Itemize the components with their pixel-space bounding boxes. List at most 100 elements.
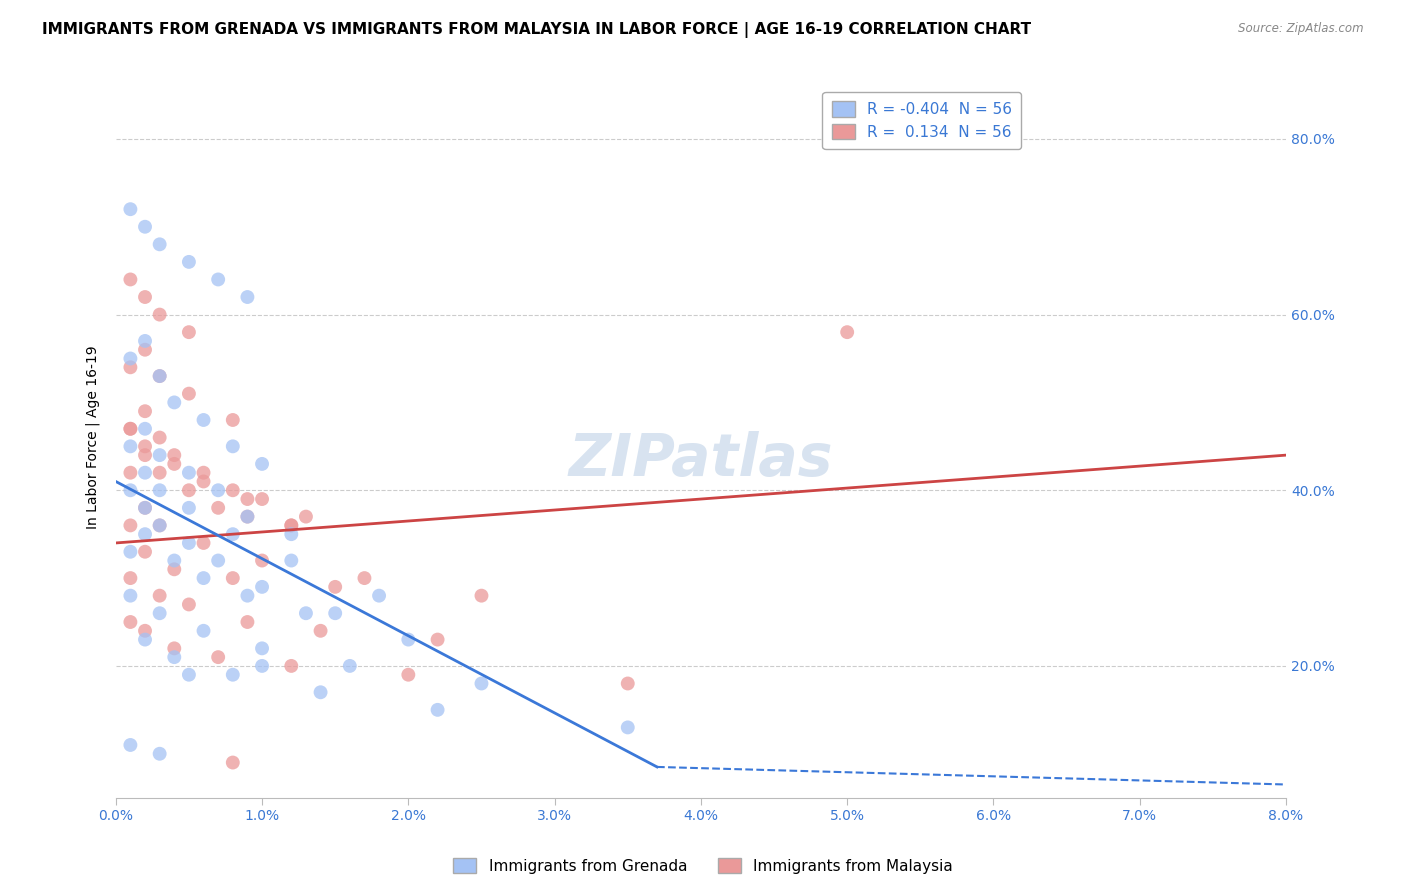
Point — [149, 369, 172, 384]
Point — [163, 448, 186, 462]
Point — [295, 509, 318, 524]
Point — [236, 509, 259, 524]
Point — [207, 650, 229, 665]
Point — [353, 571, 375, 585]
Text: Source: ZipAtlas.com: Source: ZipAtlas.com — [1239, 22, 1364, 36]
Point — [250, 553, 273, 567]
Point — [280, 527, 302, 541]
Point — [120, 615, 142, 629]
Point — [134, 334, 156, 348]
Point — [120, 483, 142, 498]
Point — [837, 325, 859, 339]
Text: IMMIGRANTS FROM GRENADA VS IMMIGRANTS FROM MALAYSIA IN LABOR FORCE | AGE 16-19 C: IMMIGRANTS FROM GRENADA VS IMMIGRANTS FR… — [42, 22, 1032, 38]
Point — [396, 667, 419, 681]
Point — [323, 580, 346, 594]
Point — [149, 369, 172, 384]
Point — [309, 685, 332, 699]
Point — [120, 589, 142, 603]
Point — [616, 676, 638, 690]
Point — [236, 290, 259, 304]
Point — [236, 491, 259, 506]
Point — [309, 624, 332, 638]
Point — [236, 589, 259, 603]
Point — [426, 703, 449, 717]
Point — [470, 589, 492, 603]
Point — [250, 580, 273, 594]
Point — [149, 483, 172, 498]
Point — [134, 500, 156, 515]
Point — [149, 448, 172, 462]
Legend: Immigrants from Grenada, Immigrants from Malaysia: Immigrants from Grenada, Immigrants from… — [447, 852, 959, 880]
Point — [323, 606, 346, 620]
Point — [134, 343, 156, 357]
Point — [339, 659, 361, 673]
Point — [163, 562, 186, 576]
Point — [236, 615, 259, 629]
Point — [193, 624, 215, 638]
Point — [163, 395, 186, 409]
Point — [120, 545, 142, 559]
Point — [280, 518, 302, 533]
Point — [280, 659, 302, 673]
Legend: R = -0.404  N = 56, R =  0.134  N = 56: R = -0.404 N = 56, R = 0.134 N = 56 — [823, 92, 1021, 149]
Point — [149, 747, 172, 761]
Point — [134, 466, 156, 480]
Point — [163, 553, 186, 567]
Point — [149, 308, 172, 322]
Point — [134, 624, 156, 638]
Point — [616, 720, 638, 734]
Point — [250, 641, 273, 656]
Point — [163, 457, 186, 471]
Point — [134, 632, 156, 647]
Point — [236, 509, 259, 524]
Point — [426, 632, 449, 647]
Point — [163, 650, 186, 665]
Point — [396, 632, 419, 647]
Point — [134, 545, 156, 559]
Point — [134, 404, 156, 418]
Point — [149, 589, 172, 603]
Point — [250, 457, 273, 471]
Point — [222, 527, 245, 541]
Point — [177, 536, 200, 550]
Point — [120, 571, 142, 585]
Point — [163, 641, 186, 656]
Point — [222, 439, 245, 453]
Point — [177, 386, 200, 401]
Point — [177, 598, 200, 612]
Point — [120, 738, 142, 752]
Point — [149, 466, 172, 480]
Point — [177, 500, 200, 515]
Point — [149, 237, 172, 252]
Point — [177, 466, 200, 480]
Point — [149, 606, 172, 620]
Point — [222, 413, 245, 427]
Point — [207, 553, 229, 567]
Point — [149, 431, 172, 445]
Point — [295, 606, 318, 620]
Point — [134, 500, 156, 515]
Point — [207, 500, 229, 515]
Text: ZIPatlas: ZIPatlas — [568, 431, 834, 488]
Point — [222, 571, 245, 585]
Point — [120, 422, 142, 436]
Point — [120, 518, 142, 533]
Point — [120, 351, 142, 366]
Point — [134, 219, 156, 234]
Point — [134, 290, 156, 304]
Point — [120, 466, 142, 480]
Point — [134, 448, 156, 462]
Point — [193, 536, 215, 550]
Point — [134, 422, 156, 436]
Point — [470, 676, 492, 690]
Point — [134, 527, 156, 541]
Point — [193, 571, 215, 585]
Point — [149, 518, 172, 533]
Point — [149, 518, 172, 533]
Point — [193, 413, 215, 427]
Point — [177, 325, 200, 339]
Point — [177, 483, 200, 498]
Point — [120, 360, 142, 375]
Point — [222, 667, 245, 681]
Point — [177, 667, 200, 681]
